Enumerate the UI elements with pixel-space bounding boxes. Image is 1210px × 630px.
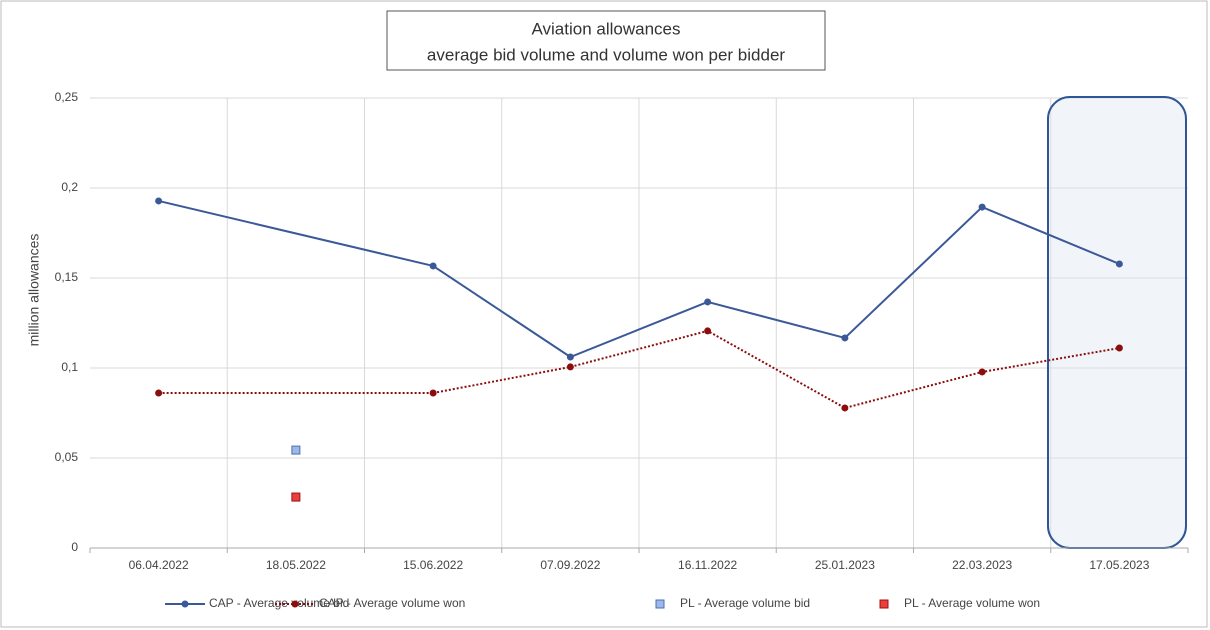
x-tick-label: 07.09.2022 (540, 558, 600, 572)
marker (429, 389, 437, 397)
legend-marker (181, 600, 189, 608)
line (432, 205, 1120, 359)
legend-label: PL - Average volume bid (680, 596, 810, 610)
x-tick-label: 22.03.2023 (952, 558, 1012, 572)
chart-subtitle: average bid volume and volume won per bi… (427, 45, 786, 64)
x-tick-label: 18.05.2022 (266, 558, 326, 572)
marker (566, 363, 574, 371)
x-tick-label: 06.04.2022 (129, 558, 189, 572)
legend-marker (291, 600, 299, 608)
line (432, 329, 1120, 410)
chart-title: Aviation allowances (532, 19, 681, 38)
marker (978, 203, 986, 211)
marker (978, 368, 986, 376)
title-box (386, 10, 826, 71)
y-tick-label: 0 (71, 540, 78, 554)
marker (429, 262, 437, 270)
marker (1115, 344, 1123, 352)
marker (291, 445, 301, 455)
legend-label: PL - Average volume won (904, 596, 1040, 610)
marker (566, 353, 574, 361)
marker (291, 492, 301, 502)
y-tick-label: 0,1 (61, 360, 78, 374)
marker (841, 334, 849, 342)
x-tick-label: 17.05.2023 (1089, 558, 1149, 572)
marker (155, 389, 163, 397)
line-bridge (158, 199, 434, 267)
marker (841, 404, 849, 412)
y-axis-label: million allowances (26, 234, 42, 347)
marker (704, 327, 712, 335)
y-tick-label: 0,05 (55, 450, 79, 464)
y-tick-label: 0,2 (61, 180, 78, 194)
marker (704, 298, 712, 306)
legend-marker (879, 599, 889, 609)
highlight-box (1047, 96, 1187, 549)
y-tick-label: 0,15 (55, 270, 79, 284)
x-tick-label: 16.11.2022 (678, 558, 737, 572)
legend-label: CAP - Average volume won (319, 596, 465, 610)
x-tick-label: 15.06.2022 (403, 558, 463, 572)
marker (155, 197, 163, 205)
y-tick-label: 0,25 (55, 90, 79, 104)
legend-marker (655, 599, 665, 609)
marker (1115, 260, 1123, 268)
x-tick-label: 25.01.2023 (815, 558, 875, 572)
